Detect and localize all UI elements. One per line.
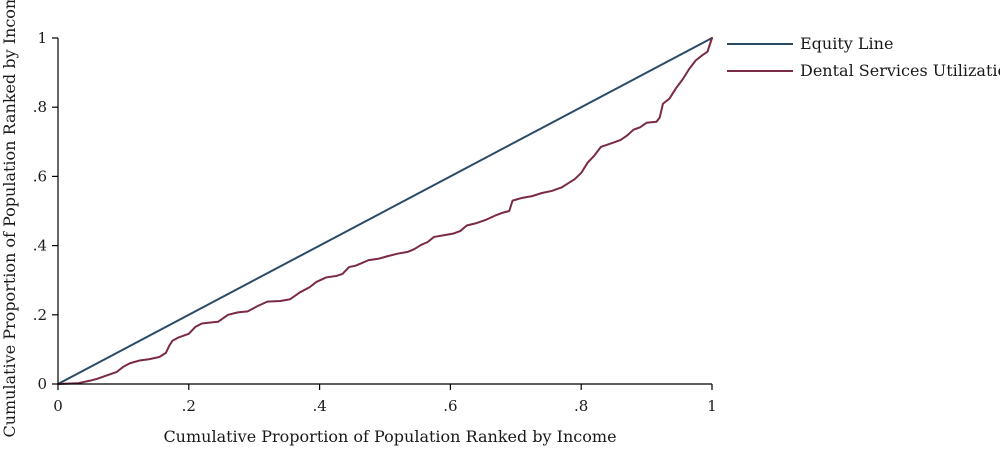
- legend: Equity Line Dental Services Utilization: [727, 34, 1000, 80]
- x-tick-label: .8: [574, 397, 588, 415]
- series-line-equity-line: [57, 37, 713, 385]
- x-axis-title: Cumulative Proportion of Population Rank…: [163, 427, 616, 446]
- y-tick-label: .2: [33, 306, 47, 324]
- x-tick-label: .2: [182, 397, 196, 415]
- x-tick-label: .6: [443, 397, 457, 415]
- y-tick-label: 1: [37, 29, 47, 47]
- legend-label: Equity Line: [800, 34, 893, 53]
- axes: [57, 38, 712, 385]
- x-tick-label: 1: [707, 397, 717, 415]
- x-tick-label: 0: [53, 397, 63, 415]
- series-layer: [57, 37, 713, 385]
- series-line-dental-services-utilization: [57, 37, 713, 385]
- x-tick-label: .4: [312, 397, 326, 415]
- x-axis-ticks: 0 .2 .4 .6 .8 1: [53, 384, 717, 415]
- y-axis-title: Cumulative Proportion of Population Rank…: [0, 0, 19, 438]
- y-axis-ticks: 0 .2 .4 .6 .8 1: [33, 29, 58, 393]
- y-tick-label: 0: [37, 375, 47, 393]
- y-tick-label: .4: [33, 237, 47, 255]
- y-tick-label: .8: [33, 98, 47, 116]
- y-tick-label: .6: [33, 167, 47, 185]
- legend-label: Dental Services Utilization: [800, 61, 1000, 80]
